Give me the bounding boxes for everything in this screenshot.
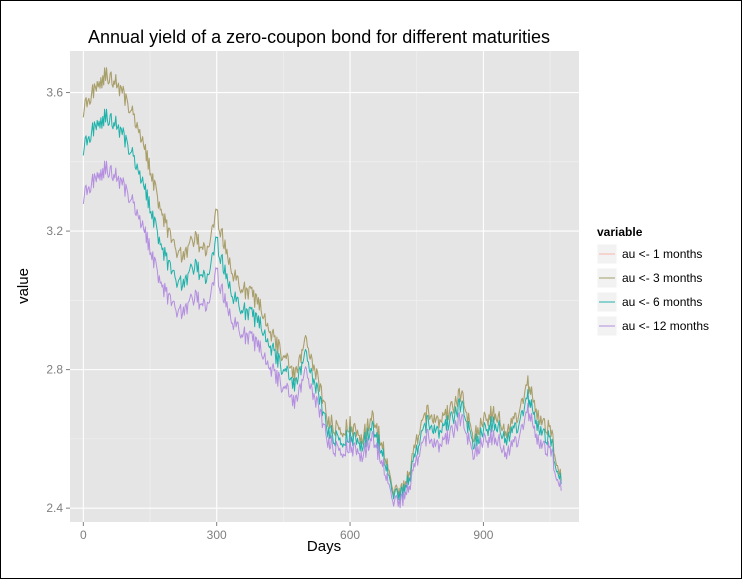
x-tick-label: 600 (340, 528, 360, 542)
legend-label: au <- 3 months (622, 271, 702, 285)
x-axis: 0 300 600 900 (80, 522, 494, 542)
y-tick-label: 2.8 (46, 363, 63, 377)
legend-title: variable (597, 225, 643, 239)
legend-label: au <- 12 months (622, 319, 709, 333)
legend-label: au <- 6 months (622, 295, 702, 309)
series-line (82, 67, 562, 498)
x-tick-label: 900 (473, 528, 493, 542)
legend-items: au <- 1 months au <- 3 months au <- 6 mont… (596, 243, 709, 337)
y-axis: 2.4 2.8 3.2 3.6 (46, 86, 70, 515)
series-layer (82, 67, 562, 509)
y-tick-label: 3.2 (46, 224, 63, 238)
minor-gridlines (70, 51, 579, 522)
x-axis-title: Days (307, 538, 341, 555)
chart-title: Annual yield of a zero-coupon bond for d… (88, 27, 550, 47)
series-line (82, 160, 562, 509)
x-tick-label: 0 (80, 528, 87, 542)
y-axis-title: value (15, 268, 32, 304)
x-tick-label: 300 (207, 528, 227, 542)
y-tick-label: 3.6 (46, 86, 63, 100)
series-line (82, 108, 562, 502)
legend-label: au <- 1 months (622, 247, 702, 261)
y-tick-label: 2.4 (46, 501, 63, 515)
